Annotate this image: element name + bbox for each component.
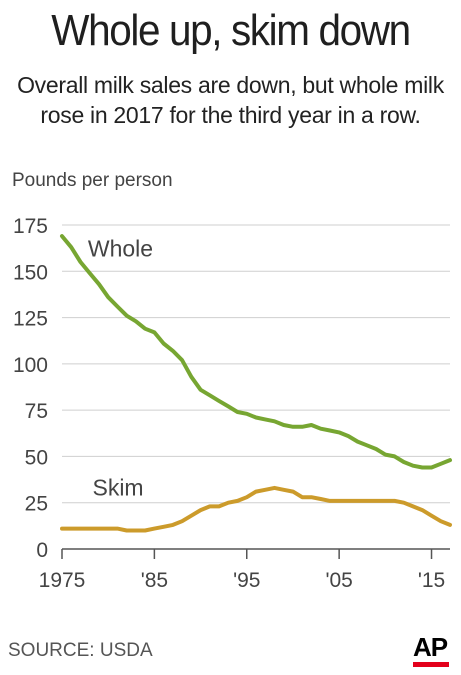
- series-line-skim: [60, 485, 452, 533]
- x-tick-label: '15: [418, 569, 445, 592]
- chart-title: Whole up, skim down: [51, 6, 411, 55]
- y-tick-label: 150: [13, 261, 48, 284]
- logo-underline: [413, 662, 449, 667]
- y-tick-label: 75: [25, 400, 48, 423]
- series-label-skim: Skim: [92, 474, 143, 500]
- source-note: SOURCE: USDA: [8, 640, 153, 661]
- subtitle-line-1: Overall milk sales are down, but whole m…: [17, 72, 444, 98]
- series-line-whole: [60, 234, 452, 470]
- x-tick-label: '95: [233, 569, 260, 592]
- y-tick-label: 50: [25, 446, 48, 469]
- y-tick-label: 0: [36, 539, 48, 562]
- chart-subtitle: Overall milk sales are down, but whole m…: [0, 70, 461, 130]
- x-tick-label: '05: [325, 569, 352, 592]
- logo-text: AP: [413, 632, 448, 662]
- ap-logo: AP: [410, 632, 454, 668]
- y-axis-label: Pounds per person: [12, 170, 173, 191]
- y-tick-label: 175: [13, 215, 48, 238]
- subtitle-line-2: rose in 2017 for the third year in a row…: [40, 102, 421, 128]
- x-tick-label: 1975: [39, 569, 86, 592]
- series-label-whole: Whole: [88, 235, 153, 261]
- x-tick-label: '85: [141, 569, 168, 592]
- y-tick-label: 100: [13, 354, 48, 377]
- y-tick-label: 25: [25, 493, 48, 516]
- y-tick-label: 125: [13, 308, 48, 331]
